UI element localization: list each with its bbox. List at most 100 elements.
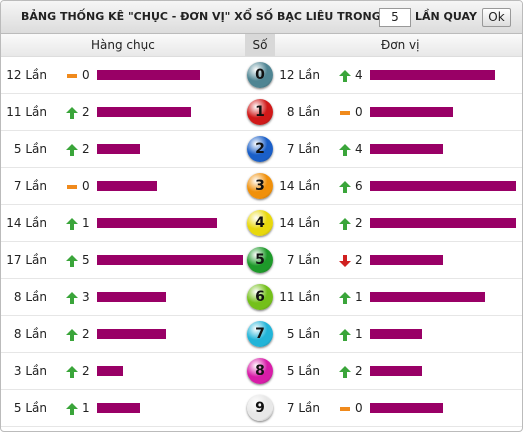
trend-icon	[66, 329, 78, 341]
bar	[370, 292, 485, 302]
trend-icon	[339, 144, 351, 156]
count-label: 11 Lần	[279, 290, 320, 304]
change: 6	[355, 179, 363, 193]
change: 0	[82, 179, 90, 193]
count-label: 5 Lần	[286, 364, 320, 378]
trend-icon	[339, 292, 351, 304]
count-label: 7 Lần	[286, 401, 320, 415]
trend-icon	[339, 329, 351, 341]
change: 4	[355, 68, 363, 82]
trend-icon	[340, 407, 350, 411]
bar	[97, 144, 140, 154]
row: 8 Lần 2 5 Lần 1 7	[1, 316, 522, 353]
count-label: 14 Lần	[6, 216, 47, 230]
trend-icon	[66, 144, 78, 156]
change: 2	[82, 142, 90, 156]
change: 0	[355, 401, 363, 415]
count-label: 5 Lần	[286, 327, 320, 341]
row: 5 Lần 2 7 Lần 4 2	[1, 131, 522, 168]
trend-icon	[67, 185, 77, 189]
column-title: Đơn vị	[381, 38, 420, 52]
change: 5	[82, 253, 90, 267]
bar	[370, 70, 496, 80]
row: 5 Lần 1 7 Lần 0 9	[1, 390, 522, 427]
ball: 4	[247, 210, 273, 236]
trend-icon	[66, 255, 78, 267]
count-label: 7 Lần	[13, 179, 47, 193]
change: 1	[82, 216, 90, 230]
count-label: 7 Lần	[286, 142, 320, 156]
ball: 9	[247, 395, 273, 421]
ok-button[interactable]: Ok	[482, 8, 511, 27]
row: 11 Lần 2 8 Lần 0 1	[1, 94, 522, 131]
ball: 6	[247, 284, 273, 310]
change: 2	[355, 216, 363, 230]
ball: 1	[247, 99, 273, 125]
title: BẢNG THỐNG KÊ "CHỤC - ĐƠN VỊ" XỔ SỐ BẠC …	[21, 10, 381, 23]
count-label: 14 Lần	[279, 216, 320, 230]
bar	[97, 292, 166, 302]
count-label: 8 Lần	[13, 290, 47, 304]
bar	[97, 107, 192, 117]
bar	[97, 218, 218, 228]
change: 1	[355, 290, 363, 304]
change: 3	[82, 290, 90, 304]
bar	[97, 255, 243, 265]
trend-icon	[339, 366, 351, 378]
count-label: 12 Lần	[279, 68, 320, 82]
trend-icon	[67, 74, 77, 78]
column-title: Số	[245, 34, 275, 56]
trend-icon	[339, 255, 351, 267]
bar	[370, 181, 516, 191]
row: 7 Lần 0 14 Lần 6 3	[1, 168, 522, 205]
column-header: Hàng chục Số Đơn vị	[1, 34, 522, 57]
change: 0	[355, 105, 363, 119]
bar	[370, 255, 443, 265]
trend-icon	[66, 403, 78, 415]
ball: 0	[247, 62, 273, 88]
count-label: 7 Lần	[286, 253, 320, 267]
change: 0	[82, 68, 90, 82]
trend-icon	[339, 70, 351, 82]
count-input[interactable]: 5	[379, 8, 411, 27]
count-label: 5 Lần	[13, 401, 47, 415]
change: 2	[82, 327, 90, 341]
header-bar: BẢNG THỐNG KÊ "CHỤC - ĐƠN VỊ" XỔ SỐ BẠC …	[1, 1, 522, 34]
count-label: 14 Lần	[279, 179, 320, 193]
change: 2	[82, 364, 90, 378]
bar	[370, 366, 423, 376]
column-title: Hàng chục	[91, 38, 155, 52]
ball: 8	[247, 358, 273, 384]
change: 1	[82, 401, 90, 415]
row: 3 Lần 2 5 Lần 2 8	[1, 353, 522, 390]
row: 17 Lần 5 7 Lần 2 5	[1, 242, 522, 279]
ball: 2	[247, 136, 273, 162]
trend-icon	[340, 111, 350, 115]
row: 8 Lần 3 11 Lần 1 6	[1, 279, 522, 316]
trend-icon	[66, 107, 78, 119]
count-label: 8 Lần	[286, 105, 320, 119]
count-label: 11 Lần	[6, 105, 47, 119]
bar	[97, 70, 201, 80]
ball: 5	[247, 247, 273, 273]
bar	[370, 107, 454, 117]
ball: 3	[247, 173, 273, 199]
trend-icon	[339, 218, 351, 230]
bar	[97, 403, 140, 413]
count-label: 5 Lần	[13, 142, 47, 156]
change: 2	[355, 253, 363, 267]
bar	[370, 144, 443, 154]
bar	[370, 218, 516, 228]
trend-icon	[339, 181, 351, 193]
change: 4	[355, 142, 363, 156]
suffix: LẦN QUAY	[415, 10, 477, 23]
trend-icon	[66, 218, 78, 230]
trend-icon	[66, 292, 78, 304]
bar	[97, 366, 123, 376]
count-label: 17 Lần	[6, 253, 47, 267]
change: 2	[82, 105, 90, 119]
bar	[370, 403, 443, 413]
count-label: 12 Lần	[6, 68, 47, 82]
count-label: 3 Lần	[13, 364, 47, 378]
